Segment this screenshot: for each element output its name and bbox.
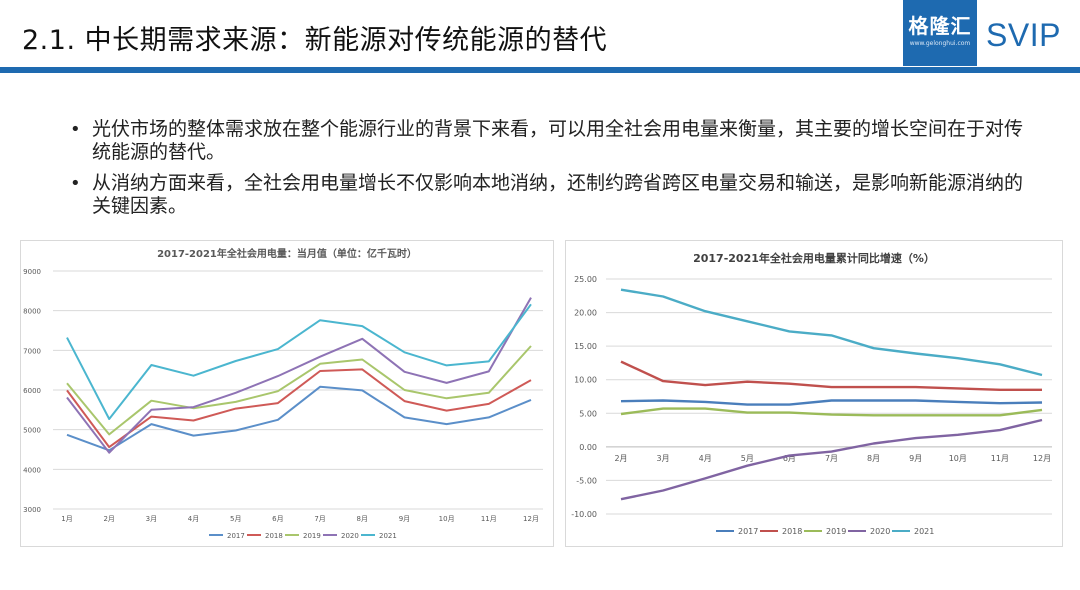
y-tick-label: 5000 [23, 427, 41, 435]
series-line-2019 [66, 345, 532, 436]
x-tick-label: 3月 [657, 454, 670, 463]
legend-label-2021: 2021 [379, 532, 397, 540]
y-tick-label: 10.00 [574, 376, 597, 385]
y-tick-label: 4000 [23, 466, 41, 474]
y-tick-label: 0.00 [579, 443, 597, 452]
x-tick-label: 5月 [741, 454, 754, 463]
chart-title: 2017-2021年全社会用电量：当月值（单位：亿千瓦时） [157, 247, 417, 260]
legend-label-2020: 2020 [341, 532, 359, 540]
brand-logo-text: 格隆汇 [908, 14, 972, 38]
header-divider [0, 67, 1080, 73]
x-tick-label: 4月 [188, 515, 199, 523]
series-line-2017 [620, 399, 1043, 406]
y-tick-label: -10.00 [571, 510, 597, 519]
y-tick-label: -5.00 [576, 476, 597, 485]
y-tick-label: 8000 [23, 308, 41, 316]
monthly-consumption-chart-svg: 2017-2021年全社会用电量：当月值（单位：亿千瓦时） 3000 4000 500… [23, 247, 543, 540]
header: 2.1. 中长期需求来源：新能源对传统能源的替代 格隆汇 www.gelongh… [0, 0, 1080, 73]
legend-label-2018: 2018 [782, 527, 802, 536]
bullet-dot-icon: • [70, 119, 81, 140]
x-tick-label: 10月 [949, 454, 967, 463]
bullet-dot-icon: • [70, 173, 81, 194]
legend-label-2017: 2017 [227, 532, 245, 540]
x-tick-label: 6月 [272, 515, 283, 523]
monthly-consumption-chart: 2017-2021年全社会用电量：当月值（单位：亿千瓦时） 3000 4000 500… [20, 240, 554, 547]
y-tick-label: 9000 [23, 268, 41, 276]
series-line-2020 [66, 297, 532, 454]
y-tick-label: 5.00 [579, 409, 597, 418]
x-tick-label: 7月 [825, 454, 838, 463]
x-tick-label: 6月 [783, 454, 796, 463]
x-tick-label: 5月 [230, 515, 241, 523]
x-tick-label: 3月 [146, 515, 157, 523]
legend-label-2020: 2020 [870, 527, 890, 536]
growth-rate-chart-svg: 2017-2021年全社会用电量累计同比增速（%） -10.00 -5.00 0.00… [571, 251, 1052, 536]
bullet-list: • 光伏市场的整体需求放在整个能源行业的背景下来看，可以用全社会用电量来衡量，其… [66, 118, 1026, 226]
y-tick-label: 15.00 [574, 342, 597, 351]
x-tick-label: 1月 [61, 515, 72, 523]
legend-label-2019: 2019 [826, 527, 846, 536]
x-tick-label: 11月 [991, 454, 1009, 463]
x-tick-label: 2月 [103, 515, 114, 523]
series-line-2019 [620, 407, 1043, 417]
legend-label-2019: 2019 [303, 532, 321, 540]
legend-label-2018: 2018 [265, 532, 283, 540]
x-tick-label: 10月 [439, 515, 455, 523]
legend-label-2017: 2017 [738, 527, 758, 536]
x-tick-label: 12月 [1033, 454, 1051, 463]
x-tick-label: 8月 [357, 515, 368, 523]
x-tick-label: 9月 [909, 454, 922, 463]
growth-rate-chart: 2017-2021年全社会用电量累计同比增速（%） -10.00 -5.00 0.00… [565, 240, 1063, 547]
series-line-2018 [66, 368, 532, 449]
series-line-2021 [620, 288, 1043, 377]
series-line-2020 [620, 418, 1043, 501]
y-tick-label: 6000 [23, 387, 41, 395]
legend-label-2021: 2021 [914, 527, 934, 536]
svip-label: SVIP [986, 17, 1061, 53]
y-tick-label: 7000 [23, 347, 41, 355]
bullet-text: 从消纳方面来看，全社会用电量增长不仅影响本地消纳，还制约跨省跨区电量交易和输送，… [92, 172, 1024, 217]
x-tick-label: 2月 [614, 454, 627, 463]
bullet-item: • 从消纳方面来看，全社会用电量增长不仅影响本地消纳，还制约跨省跨区电量交易和输… [66, 172, 1026, 218]
series-line-2018 [620, 360, 1042, 392]
x-tick-label: 4月 [699, 454, 712, 463]
x-tick-label: 8月 [867, 454, 880, 463]
y-tick-label: 20.00 [574, 309, 597, 318]
brand-url: www.gelonghui.com [909, 40, 971, 47]
series-line-2021 [66, 303, 532, 420]
x-tick-label: 12月 [523, 515, 539, 523]
y-tick-label: 3000 [23, 506, 41, 514]
bullet-text: 光伏市场的整体需求放在整个能源行业的背景下来看，可以用全社会用电量来衡量，其主要… [92, 118, 1024, 163]
chart-title: 2017-2021年全社会用电量累计同比增速（%） [693, 251, 935, 265]
bullet-item: • 光伏市场的整体需求放在整个能源行业的背景下来看，可以用全社会用电量来衡量，其… [66, 118, 1026, 164]
x-tick-label: 9月 [399, 515, 410, 523]
x-tick-label: 7月 [314, 515, 325, 523]
brand-logo: 格隆汇 www.gelonghui.com [903, 0, 977, 66]
page-title: 2.1. 中长期需求来源：新能源对传统能源的替代 [22, 25, 608, 56]
series-line-2017 [66, 385, 532, 452]
x-tick-label: 11月 [481, 515, 497, 523]
y-tick-label: 25.00 [574, 275, 597, 284]
